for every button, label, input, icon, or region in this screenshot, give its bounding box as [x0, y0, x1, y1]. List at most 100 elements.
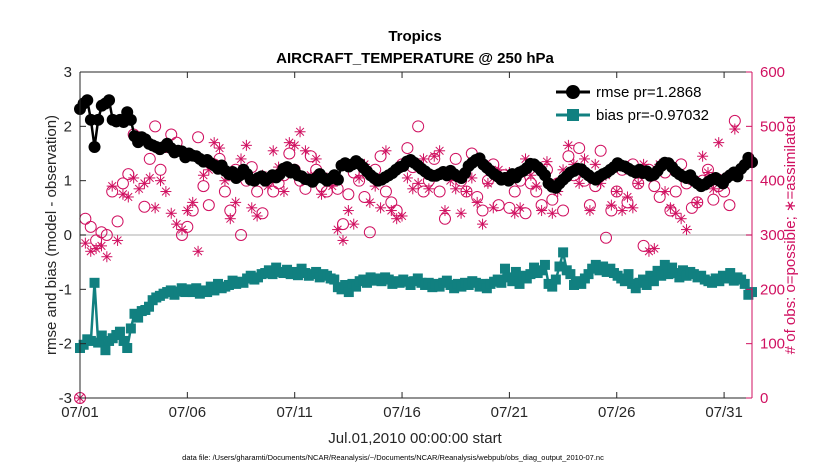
obs-assimilated-marker-4 — [95, 240, 107, 252]
y-tick-label-2: -1 — [59, 281, 72, 298]
obs-assimilated-marker-102 — [621, 191, 633, 203]
bias-point-16 — [133, 312, 144, 323]
obs-assimilated-marker-72 — [460, 186, 472, 198]
obs-assimilated-marker-59 — [391, 213, 403, 225]
obs-possible-marker-7 — [111, 215, 124, 228]
bias-point-79 — [361, 277, 372, 288]
obs-possible-marker-30 — [235, 229, 248, 241]
bias-point-74 — [343, 287, 354, 298]
y2-tick-labels: 0 100 200 300 400 500 600 — [746, 64, 785, 407]
bias-point-124 — [525, 269, 536, 280]
obs-assimilated-marker-116 — [697, 150, 709, 162]
obs-assimilated-marker-31 — [240, 139, 252, 151]
obs-assimilated-marker-11 — [133, 183, 145, 195]
rmse-point-5 — [92, 113, 105, 126]
y-tick-labels: -3 -2 -1 0 1 2 3 — [59, 64, 86, 407]
bias-point-163 — [667, 262, 678, 273]
y2-tick-label-6: 600 — [760, 64, 785, 81]
obs-assimilated-marker-109 — [659, 186, 671, 198]
obs-assimilated-marker-44 — [310, 153, 322, 165]
obs-assimilated-marker-30 — [235, 153, 247, 165]
x-tick-label-4: 07/21 — [491, 404, 529, 421]
obs-assimilated-marker-113 — [681, 224, 693, 236]
bias-point-158 — [648, 276, 659, 287]
bias-point-117 — [499, 263, 510, 274]
obs-assimilated-marker-85 — [530, 180, 542, 192]
bias-point-166 — [677, 265, 688, 276]
obs-possible-marker-90 — [557, 204, 570, 217]
obs-assimilated-marker-119 — [713, 137, 725, 149]
obs-possible-marker-34 — [256, 207, 269, 220]
obs-assimilated-marker-9 — [122, 191, 134, 203]
bias-point-140 — [583, 269, 594, 280]
legend-bias-marker — [567, 109, 579, 121]
obs-assimilated-marker-88 — [546, 207, 558, 219]
rmse-point-4 — [88, 140, 101, 153]
bias-point-53 — [267, 269, 278, 280]
obs-assimilated-marker-28 — [224, 213, 236, 225]
obs-assimilated-marker-107 — [648, 243, 660, 255]
obs-possible-marker-75 — [476, 204, 489, 217]
obs-assimilated-marker-14 — [149, 202, 161, 214]
legend: rmse pr=1.2868 bias pr=-0.97032 — [556, 84, 709, 124]
bias-point-127 — [536, 265, 547, 276]
obs-possible-marker-12 — [138, 200, 151, 213]
bias-point-76 — [351, 281, 362, 292]
obs-possible-marker-13 — [143, 152, 156, 165]
bias-point-131 — [550, 274, 561, 285]
rmse-point-2 — [81, 94, 94, 107]
bias-point-160 — [656, 270, 667, 281]
obs-possible-marker-98 — [600, 231, 613, 244]
obs-possible-marker-54 — [363, 226, 376, 239]
obs-possible-marker-5 — [100, 229, 113, 241]
obs-assimilated-marker-99 — [605, 199, 617, 211]
obs-possible-marker-20 — [181, 220, 194, 233]
obs-assimilated-marker-91 — [562, 139, 574, 151]
data-file-footnote: data file: /Users/gharamti/Documents/NCA… — [182, 453, 604, 462]
obs-assimilated-marker-68 — [439, 205, 451, 217]
obs-possible-marker-93 — [573, 142, 586, 155]
chart-title: Tropics — [388, 28, 441, 45]
bias-point-128 — [539, 259, 550, 270]
bias-point-116 — [496, 277, 507, 288]
obs-possible-marker-83 — [519, 207, 532, 220]
obs-assimilated-marker-77 — [487, 202, 499, 214]
bias-point-35 — [202, 287, 213, 298]
obs-assimilated-marker-54 — [364, 196, 376, 208]
obs-possible-marker-24 — [202, 199, 215, 212]
obs-possible-marker-50 — [342, 188, 355, 201]
bias-point-125 — [529, 262, 540, 273]
bias-point-130 — [547, 281, 558, 292]
obs-assimilated-marker-6 — [106, 180, 118, 192]
rmse-point-8 — [103, 94, 116, 107]
y-tick-label-4: 1 — [64, 173, 72, 190]
rmse-series-layer — [74, 94, 758, 194]
obs-assimilated-marker-74 — [471, 196, 483, 208]
bias-point-5 — [93, 337, 104, 348]
bias-point-162 — [663, 269, 674, 280]
obs-assimilated-marker-103 — [627, 202, 639, 214]
y-tick-label-6: 3 — [64, 64, 72, 81]
bias-point-14 — [125, 323, 136, 334]
obs-possible-marker-14 — [149, 120, 162, 133]
obs-assimilated-marker-52 — [353, 172, 365, 184]
obs-assimilated-marker-76 — [482, 177, 494, 189]
bias-point-178 — [721, 273, 732, 284]
y-tick-label-5: 2 — [64, 118, 72, 135]
bias-series-layer — [75, 247, 757, 356]
obs-assimilated-marker-71 — [455, 207, 467, 219]
bias-point-176 — [714, 276, 725, 287]
obs-assimilated-marker-95 — [584, 205, 596, 217]
obs-assimilated-marker-115 — [691, 196, 703, 208]
obs-assimilated-marker-104 — [632, 177, 644, 189]
y2-tick-label-5: 500 — [760, 118, 785, 135]
y-tick-label-3: 0 — [64, 227, 72, 244]
obs-possible-marker-22 — [192, 131, 205, 144]
obs-assimilated-marker-45 — [316, 188, 328, 200]
x-tick-label-3: 07/16 — [383, 404, 421, 421]
obs-assimilated-marker-17 — [165, 207, 177, 219]
bias-point-183 — [739, 278, 750, 289]
bias-point-4 — [89, 277, 100, 288]
